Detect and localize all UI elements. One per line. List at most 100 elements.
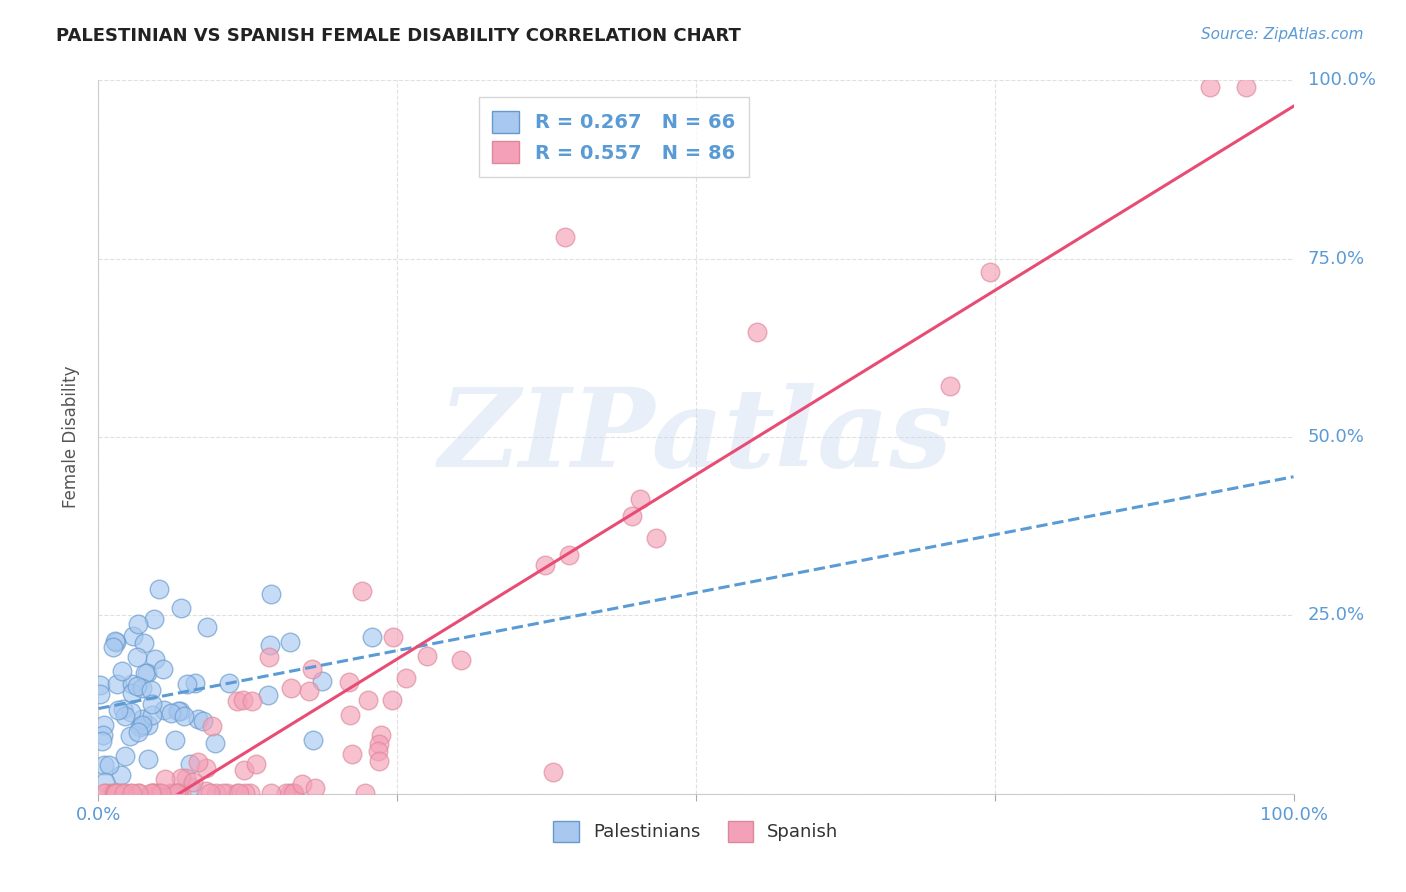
Point (367, 744, 389, 758)
Point (134, 666, 156, 681)
Point (276, 786, 298, 800)
Point (125, 650, 148, 665)
Point (979, 265, 1001, 279)
Point (112, 786, 135, 800)
Point (180, 780, 202, 795)
Point (370, 728, 392, 742)
Point (283, 786, 305, 800)
Point (118, 729, 141, 743)
Point (280, 681, 302, 696)
Point (153, 703, 176, 717)
Point (127, 786, 149, 800)
Point (194, 761, 217, 775)
Point (381, 630, 404, 644)
Point (162, 786, 184, 800)
Point (194, 784, 217, 798)
Point (173, 708, 195, 723)
Point (628, 492, 651, 507)
Point (179, 757, 201, 772)
Point (148, 582, 170, 597)
Point (142, 786, 165, 800)
Y-axis label: Female Disability: Female Disability (62, 366, 80, 508)
Point (340, 747, 363, 761)
Point (232, 693, 254, 707)
Text: 75.0%: 75.0% (1308, 250, 1365, 268)
Point (167, 786, 190, 800)
Point (357, 693, 380, 707)
Point (141, 683, 163, 698)
Point (534, 558, 557, 572)
Point (131, 681, 153, 696)
Point (114, 749, 136, 764)
Point (260, 786, 283, 800)
Text: 100.0%: 100.0% (1308, 71, 1376, 89)
Point (110, 786, 132, 800)
Point (260, 586, 283, 600)
Point (201, 719, 224, 733)
Point (242, 694, 264, 708)
Point (104, 786, 127, 800)
Point (121, 786, 143, 800)
Point (101, 640, 124, 654)
Point (215, 786, 238, 800)
Point (257, 688, 280, 702)
Point (228, 786, 250, 800)
Point (169, 786, 191, 800)
Point (148, 786, 170, 800)
Point (107, 703, 129, 717)
Point (94, 786, 117, 800)
Point (304, 780, 326, 795)
Point (121, 677, 143, 691)
Point (132, 636, 155, 650)
Point (94, 775, 117, 789)
Point (153, 772, 176, 787)
Point (159, 786, 181, 800)
Point (142, 786, 165, 800)
Point (110, 665, 132, 679)
Point (352, 583, 374, 598)
Point (145, 652, 167, 666)
Point (91, 733, 114, 747)
Point (218, 676, 240, 690)
Text: Source: ZipAtlas.com: Source: ZipAtlas.com (1201, 27, 1364, 42)
Point (141, 697, 163, 711)
Point (105, 676, 128, 690)
Point (554, 230, 576, 244)
Point (104, 633, 127, 648)
Text: 25.0%: 25.0% (1308, 607, 1365, 624)
Point (259, 649, 281, 664)
Point (204, 736, 226, 750)
Point (131, 718, 153, 732)
Point (103, 786, 125, 800)
Point (298, 684, 321, 698)
Point (415, 648, 437, 663)
Point (187, 712, 209, 726)
Point (233, 786, 256, 800)
Text: 50.0%: 50.0% (1308, 428, 1365, 446)
Text: PALESTINIAN VS SPANISH FEMALE DISABILITY CORRELATION CHART: PALESTINIAN VS SPANISH FEMALE DISABILITY… (56, 27, 741, 45)
Point (128, 786, 150, 800)
Point (283, 786, 305, 800)
Point (200, 786, 222, 800)
Point (558, 548, 581, 562)
Legend: Palestinians, Spanish: Palestinians, Spanish (546, 814, 846, 849)
Point (125, 679, 148, 693)
Point (291, 777, 314, 791)
Point (136, 751, 159, 765)
Point (226, 693, 249, 707)
Point (187, 755, 209, 769)
Point (121, 686, 143, 700)
Point (368, 738, 391, 752)
Point (131, 712, 153, 726)
Point (105, 786, 128, 800)
Point (91, 728, 114, 742)
Point (97, 758, 120, 772)
Point (142, 612, 165, 626)
Point (165, 786, 187, 800)
Point (339, 708, 361, 723)
Point (174, 771, 197, 785)
Point (226, 786, 249, 800)
Point (176, 677, 198, 691)
Point (135, 666, 157, 681)
Point (301, 662, 323, 676)
